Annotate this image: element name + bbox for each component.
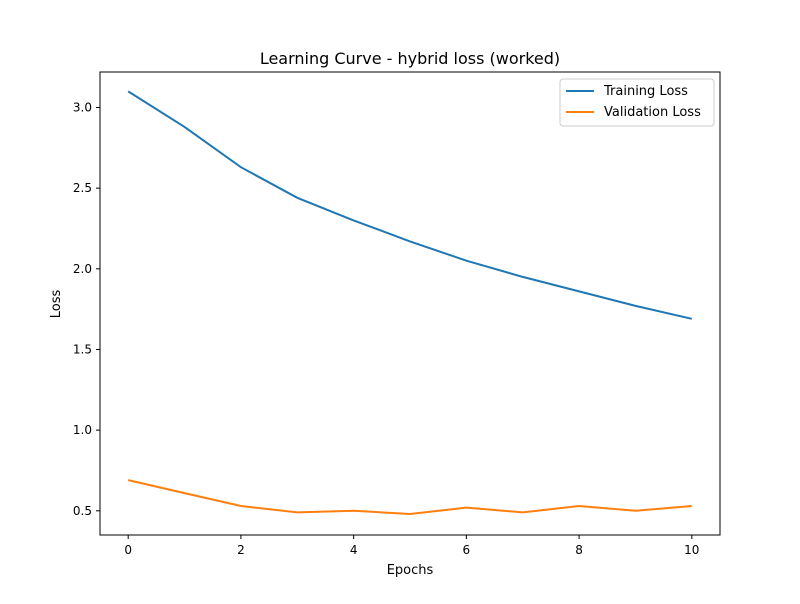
legend-box [559,78,715,127]
chart-title: Learning Curve - hybrid loss (worked) [260,49,560,68]
y-tick-label: 2.5 [73,181,92,195]
x-tick-label: 4 [350,543,358,557]
legend-label-training-loss: Training Loss [603,84,688,99]
x-axis-label: Epochs [387,563,434,578]
x-tick-label: 0 [124,543,132,557]
y-axis-label: Loss [49,290,64,319]
x-tick-label: 8 [575,543,583,557]
x-tick-label: 2 [237,543,245,557]
ticks-layer: 0 2 4 6 8 10 0.5 1.0 1.5 2.0 2.5 3.0 [73,100,700,557]
x-tick-label: 10 [684,543,699,557]
y-tick-label: 2.0 [73,262,92,276]
y-tick-label: 1.0 [73,423,92,437]
legend-label-validation-loss: Validation Loss [604,105,701,120]
plot-area-frame [99,71,721,536]
legend: Training Loss Validation Loss [559,78,715,127]
x-tick-label: 6 [463,543,471,557]
series-line-validation-loss [127,479,692,516]
y-tick-label: 3.0 [73,100,92,114]
y-tick-label: 0.5 [73,504,92,518]
series-layer [127,90,693,516]
y-tick-label: 1.5 [73,342,92,356]
series-line-training-loss [127,90,693,320]
